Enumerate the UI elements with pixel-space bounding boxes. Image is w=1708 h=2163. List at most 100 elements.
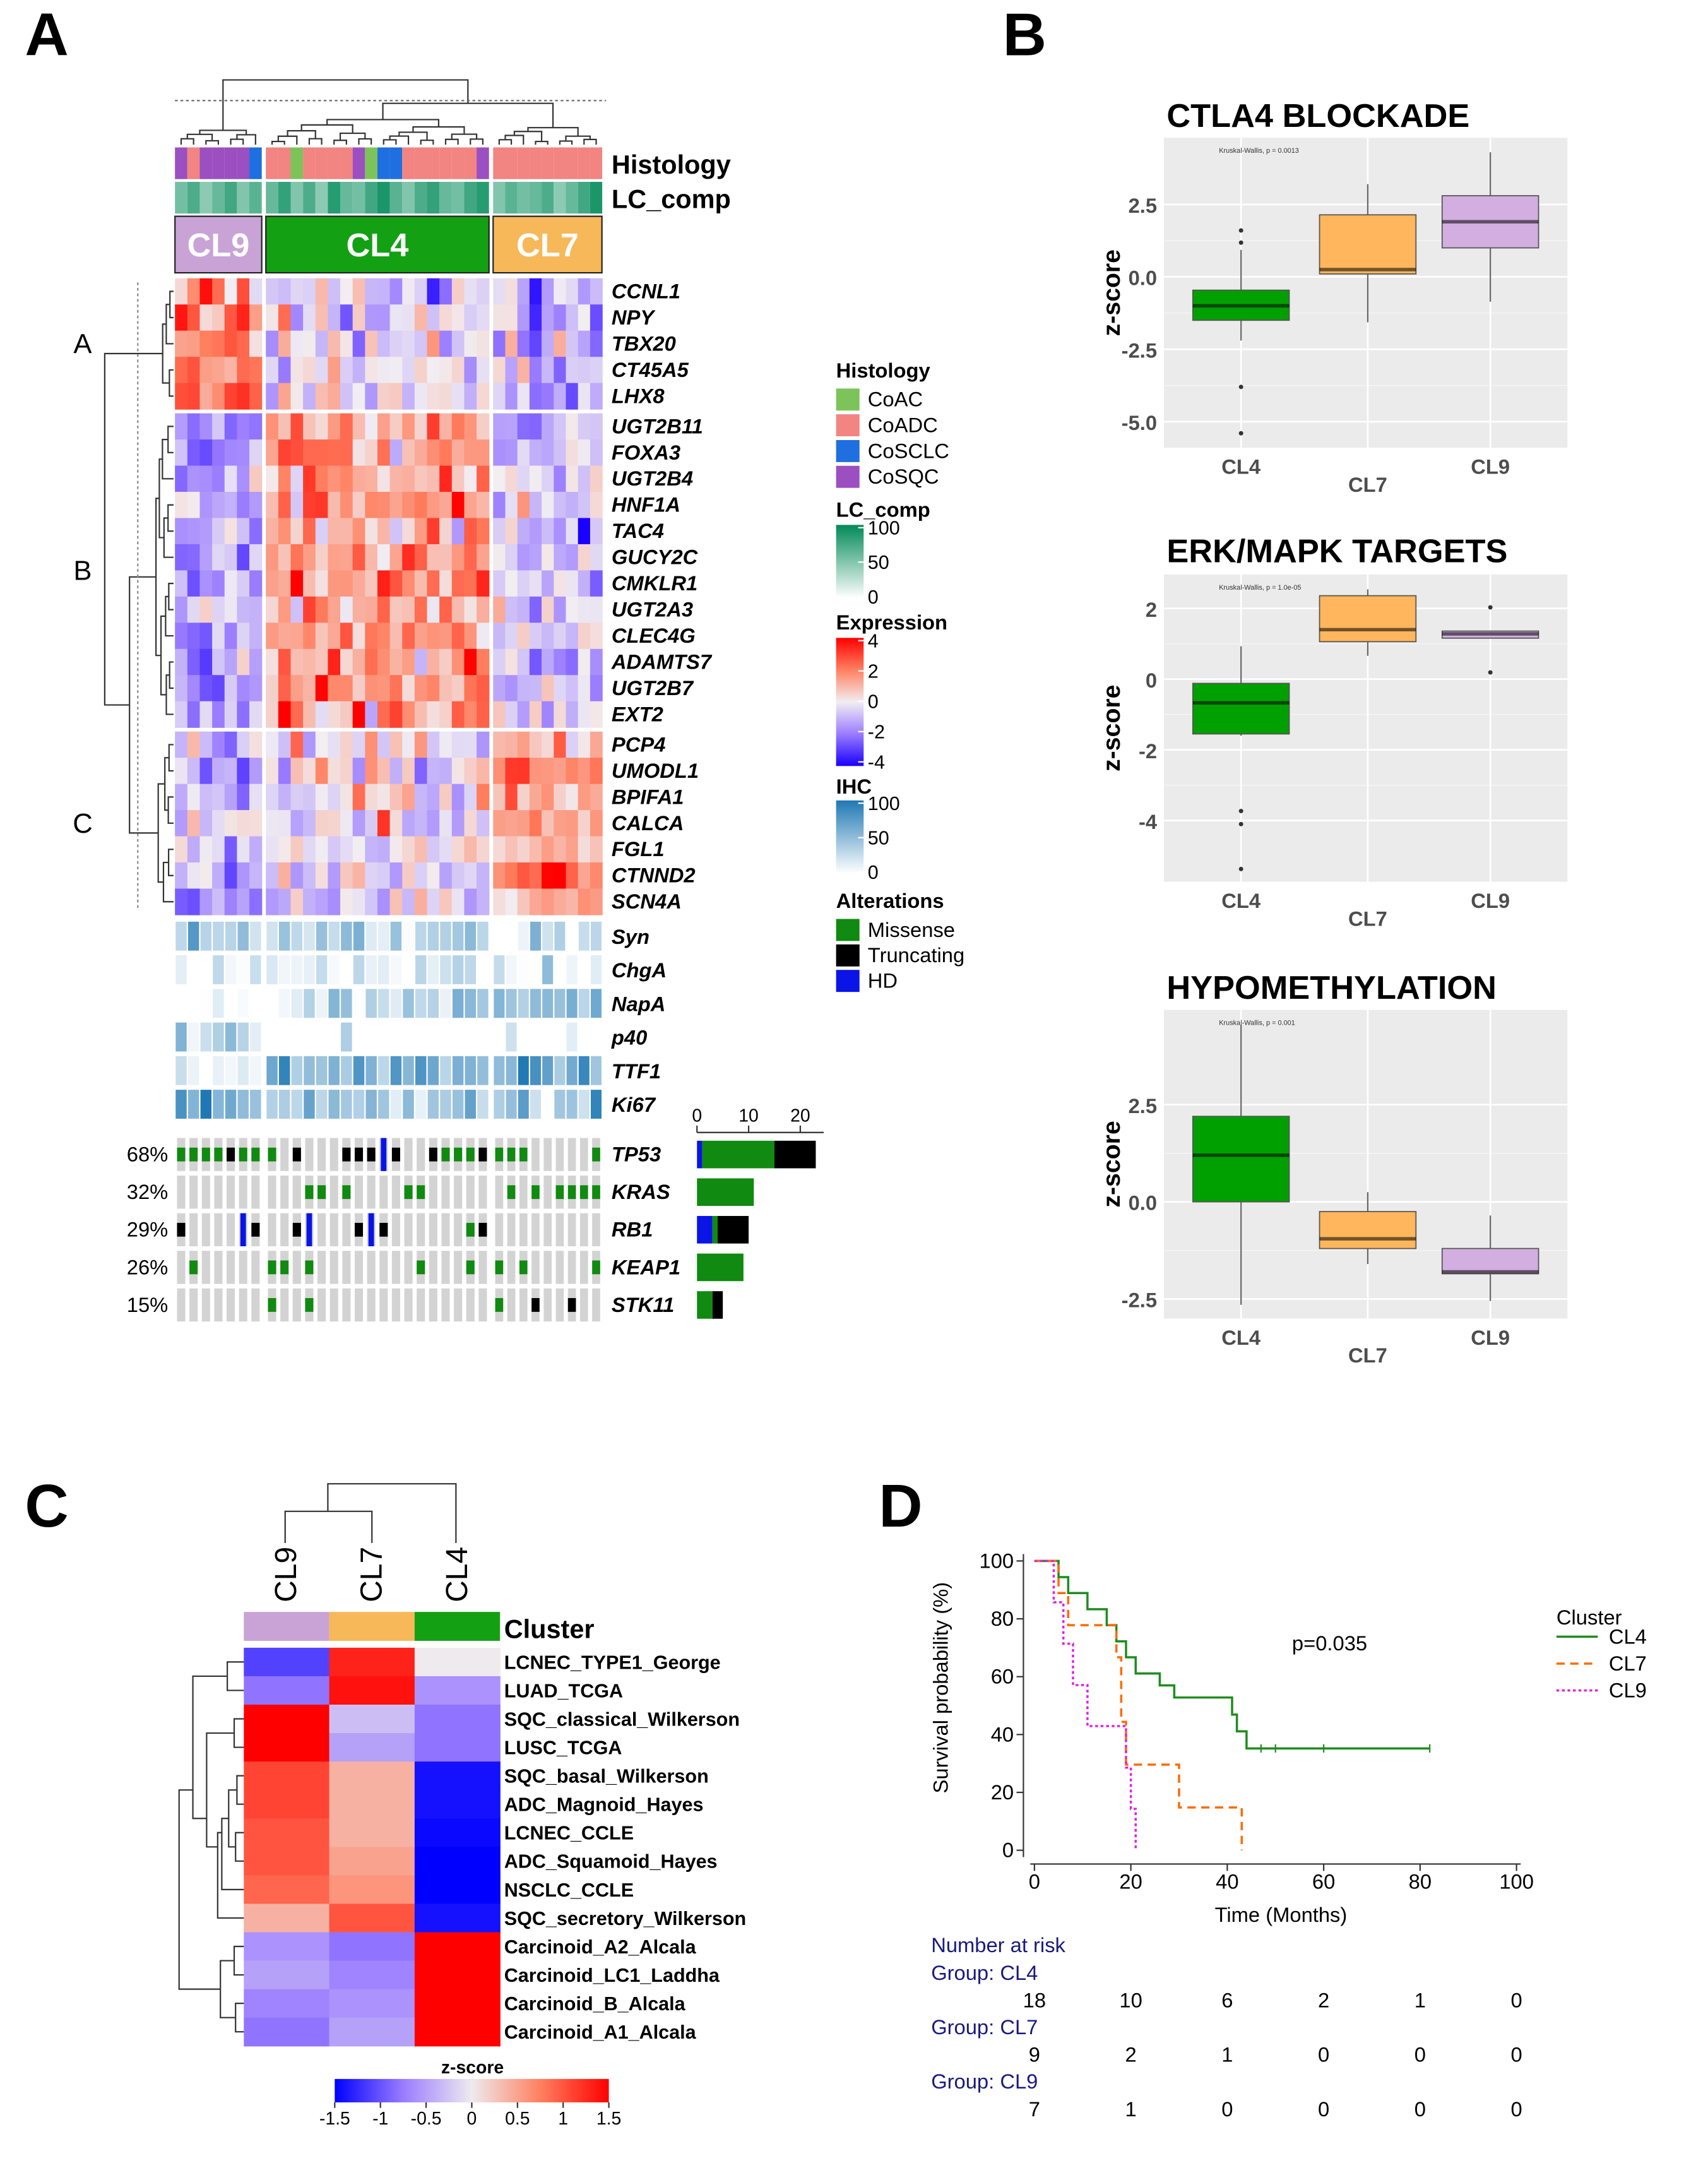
alteration-truncating-mark bbox=[478, 1222, 487, 1237]
expression-cell bbox=[529, 758, 542, 785]
risk-table-group-label: Group: CL9 bbox=[931, 2070, 1038, 2093]
alteration-background-cell bbox=[404, 1213, 413, 1246]
expression-cell bbox=[402, 731, 415, 758]
expression-cell bbox=[566, 492, 579, 519]
expression-cell bbox=[505, 758, 518, 785]
expression-cell bbox=[566, 330, 579, 357]
alteration-background-cell bbox=[367, 1288, 376, 1322]
ihc-cell bbox=[390, 955, 402, 984]
ihc-cell bbox=[378, 1022, 389, 1052]
legend-tick-label: 100 bbox=[868, 793, 900, 814]
expression-cell bbox=[237, 439, 250, 467]
lc-comp-cell bbox=[199, 182, 213, 214]
alteration-gene-label: KEAP1 bbox=[612, 1255, 680, 1278]
ihc-cell bbox=[578, 955, 590, 984]
y-tick-label: 80 bbox=[991, 1607, 1014, 1630]
box-cl7 bbox=[1319, 595, 1417, 643]
heatmap-cell bbox=[329, 1761, 415, 1791]
expression-cell bbox=[249, 383, 263, 410]
expression-cell bbox=[566, 758, 579, 785]
expression-cell bbox=[278, 518, 292, 545]
expression-cell bbox=[237, 596, 250, 623]
lc-comp-cell bbox=[377, 182, 390, 214]
expression-cell bbox=[517, 278, 530, 305]
expression-cell bbox=[290, 439, 304, 467]
expression-cell bbox=[237, 357, 250, 384]
dendrogram-branch bbox=[220, 1960, 236, 2018]
expression-cell bbox=[542, 675, 554, 702]
ihc-cell bbox=[175, 921, 187, 951]
histology-cell bbox=[224, 147, 237, 179]
dendrogram-branch bbox=[186, 133, 213, 141]
expression-cell bbox=[315, 383, 329, 410]
expression-cell bbox=[389, 648, 403, 676]
expression-cell bbox=[427, 357, 440, 384]
heatmap-cell bbox=[414, 1960, 501, 1990]
ihc-cell bbox=[266, 1090, 278, 1119]
heatmap-cell bbox=[244, 1904, 330, 1933]
expression-cell bbox=[451, 278, 465, 305]
ihc-cell bbox=[316, 921, 328, 951]
expression-cell bbox=[340, 596, 353, 623]
alteration-background-cell bbox=[466, 1288, 475, 1322]
expression-cell bbox=[199, 623, 213, 650]
expression-cell bbox=[477, 701, 490, 728]
expression-cell bbox=[290, 758, 304, 785]
legend-swatch bbox=[836, 414, 860, 437]
alteration-background-cell bbox=[495, 1213, 504, 1246]
dendrogram-branch bbox=[129, 576, 158, 834]
alteration-background-cell bbox=[177, 1176, 186, 1209]
expression-cell bbox=[328, 701, 341, 728]
expression-cell bbox=[477, 465, 490, 492]
expression-cell bbox=[427, 330, 440, 357]
outlier-point bbox=[1238, 240, 1243, 245]
alteration-percent: 15% bbox=[127, 1293, 169, 1316]
expression-cell bbox=[477, 810, 490, 837]
expression-cell bbox=[389, 596, 403, 623]
expression-cell bbox=[402, 330, 415, 357]
expression-cell bbox=[278, 888, 292, 915]
alteration-missense-mark bbox=[305, 1298, 314, 1312]
expression-cell bbox=[477, 439, 490, 467]
dendrogram-branch bbox=[222, 79, 469, 131]
expression-cell bbox=[175, 330, 188, 357]
alteration-missense-mark bbox=[268, 1298, 276, 1312]
ihc-cell bbox=[200, 1056, 212, 1085]
alteration-background-cell bbox=[417, 1288, 425, 1322]
heatmap-cell bbox=[414, 1904, 501, 1933]
expression-cell bbox=[237, 731, 250, 758]
alteration-background-cell bbox=[579, 1288, 588, 1322]
expression-cell bbox=[439, 570, 453, 597]
expression-cell bbox=[377, 862, 391, 890]
expression-cell bbox=[464, 862, 477, 890]
dendrogram-branch bbox=[165, 674, 174, 715]
alteration-background-cell bbox=[404, 1251, 413, 1284]
expression-cell bbox=[303, 758, 316, 785]
expression-cell bbox=[340, 492, 353, 519]
expression-cell bbox=[590, 888, 603, 915]
expression-cell bbox=[505, 544, 518, 571]
expression-cell bbox=[477, 784, 490, 811]
ihc-cell bbox=[390, 1090, 402, 1119]
panel-label-d: D bbox=[879, 1472, 922, 1540]
ihc-cell bbox=[427, 989, 439, 1018]
ihc-cell bbox=[304, 989, 315, 1018]
expression-cell bbox=[402, 357, 415, 384]
expression-cell bbox=[451, 675, 465, 702]
legend-swatch bbox=[836, 919, 860, 941]
ihc-cell bbox=[566, 1056, 578, 1085]
survival-curve-cl7 bbox=[1034, 1559, 1243, 1850]
expression-cell bbox=[340, 623, 353, 650]
expression-cell bbox=[477, 596, 490, 623]
dendrogram-branch bbox=[233, 1945, 244, 1976]
ihc-cell bbox=[506, 955, 517, 984]
ihc-cell bbox=[378, 989, 389, 1018]
expression-cell bbox=[237, 465, 250, 492]
colorbar-tick-label: -0.5 bbox=[411, 2109, 442, 2129]
histology-cell bbox=[328, 147, 341, 179]
row-label: SQC_classical_Wilkerson bbox=[504, 1708, 740, 1730]
expression-cell bbox=[237, 675, 250, 702]
heatmap-cell bbox=[329, 1904, 415, 1933]
expression-cell bbox=[266, 862, 279, 890]
expression-cell bbox=[566, 784, 579, 811]
